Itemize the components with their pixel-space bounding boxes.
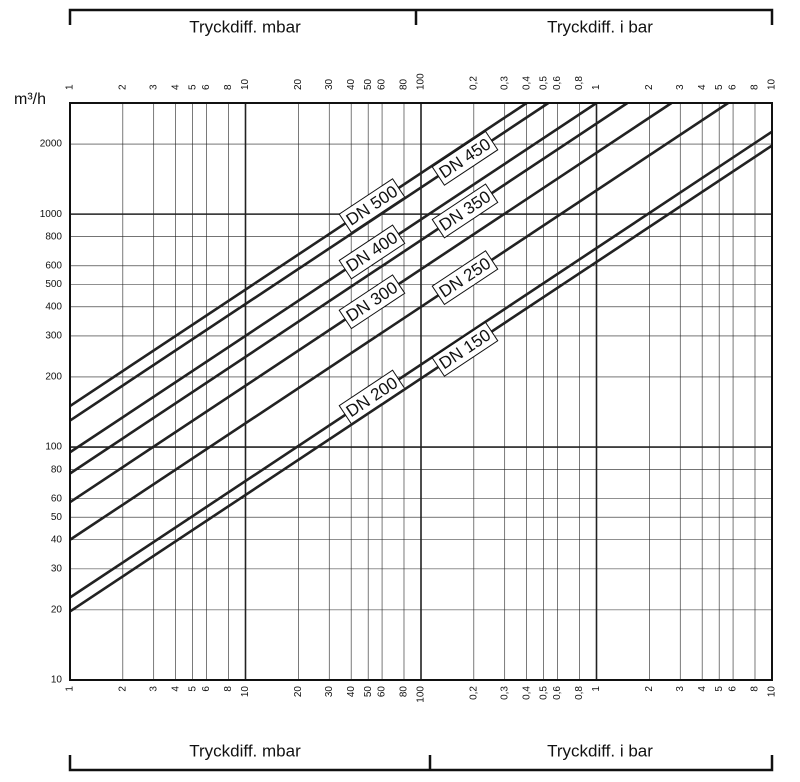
x-tick-label-top: 0,8 <box>574 76 585 90</box>
x-tick-label-bottom: 8 <box>750 686 761 692</box>
x-tick-label-bottom: 6 <box>201 686 212 692</box>
y-tick-label: 20 <box>51 605 63 616</box>
x-tick-label-top: 80 <box>399 78 410 90</box>
x-tick-label-top: 2 <box>117 84 128 90</box>
series-label: DN 350 <box>431 183 499 239</box>
x-tick-label-bottom: 2 <box>644 686 655 692</box>
series-line <box>69 101 629 475</box>
x-tick-label-top: 40 <box>346 78 357 90</box>
x-tick-label-bottom: 0,2 <box>468 686 479 700</box>
x-tick-label-top: 6 <box>201 84 212 90</box>
x-tick-label-bottom: 10 <box>767 686 778 698</box>
label-box <box>431 250 499 306</box>
y-tick-label: 100 <box>45 442 62 453</box>
x-tick-label-bottom: 3 <box>148 686 159 692</box>
label-box <box>431 183 499 239</box>
y-tick-label: 10 <box>51 675 63 686</box>
brackets <box>68 8 774 772</box>
x-tick-label-top: 1 <box>591 84 602 90</box>
y-tick-label: 2000 <box>40 139 63 150</box>
footer-right: Tryckdiff. i bar <box>547 741 653 760</box>
y-tick-label: 200 <box>45 372 62 383</box>
x-tick-label-top: 30 <box>324 78 335 90</box>
y-tick-label: 400 <box>45 301 62 312</box>
x-tick-label-bottom: 0,4 <box>521 686 532 700</box>
y-tick-label: 40 <box>51 534 63 545</box>
x-tick-label-bottom: 5 <box>187 686 198 692</box>
x-tick-label-bottom: 5 <box>714 686 725 692</box>
footer-left: Tryckdiff. mbar <box>189 741 301 760</box>
y-tick-label: 600 <box>45 260 62 271</box>
series-label: DN 300 <box>338 274 406 330</box>
label-box <box>338 274 406 330</box>
x-tick-label-bottom: 0,5 <box>538 686 549 700</box>
grid <box>69 103 773 681</box>
x-tick-label-bottom: 20 <box>293 686 304 698</box>
x-tick-label-bottom: 1 <box>591 686 602 692</box>
x-tick-label-bottom: 1 <box>65 686 76 692</box>
x-tick-label-bottom: 0,3 <box>499 686 510 700</box>
x-tick-label-top: 20 <box>293 78 304 90</box>
y-tick-label: 1000 <box>40 209 63 220</box>
y-axis-label: m³/h <box>14 91 46 108</box>
x-tick-label-bottom: 3 <box>675 686 686 692</box>
x-tick-label-bottom: 6 <box>728 686 739 692</box>
x-tick-label-top: 0,6 <box>552 76 563 90</box>
x-tick-label-top: 8 <box>750 84 761 90</box>
x-tick-label-bottom: 60 <box>377 686 388 698</box>
x-tick-label-top: 50 <box>363 78 374 90</box>
series-label: DN 250 <box>431 250 499 306</box>
x-tick-label-bottom: 100 <box>416 686 427 703</box>
y-tick-label: 60 <box>51 493 63 504</box>
x-tick-label-top: 3 <box>148 84 159 90</box>
header-right: Tryckdiff. i bar <box>547 17 653 36</box>
y-tick-label: 80 <box>51 464 63 475</box>
x-tick-label-top: 0,3 <box>499 76 510 90</box>
x-tick-label-bottom: 80 <box>399 686 410 698</box>
x-tick-label-top: 6 <box>728 84 739 90</box>
x-tick-label-bottom: 40 <box>346 686 357 698</box>
label-box <box>338 224 406 280</box>
y-tick-label: 30 <box>51 564 63 575</box>
label-box <box>431 130 499 186</box>
x-tick-label-top: 0,4 <box>521 76 532 90</box>
x-tick-label-top: 8 <box>223 84 234 90</box>
label-box <box>431 321 499 377</box>
x-tick-label-top: 0,5 <box>538 76 549 90</box>
x-tick-label-top: 4 <box>697 84 708 90</box>
x-tick-label-bottom: 0,6 <box>552 686 563 700</box>
x-tick-label-bottom: 2 <box>117 686 128 692</box>
y-tick-label: 500 <box>45 279 62 290</box>
x-tick-label-bottom: 0,8 <box>574 686 585 700</box>
x-tick-label-bottom: 4 <box>170 686 181 692</box>
x-tick-label-bottom: 50 <box>363 686 374 698</box>
y-tick-label: 50 <box>51 512 63 523</box>
x-tick-label-top: 60 <box>377 78 388 90</box>
x-tick-label-top: 10 <box>240 78 251 90</box>
x-tick-label-top: 5 <box>187 84 198 90</box>
y-tick-label: 300 <box>45 331 62 342</box>
x-tick-label-top: 4 <box>170 84 181 90</box>
x-tick-label-top: 0,2 <box>468 76 479 90</box>
y-tick-label: 800 <box>45 231 62 242</box>
series-line <box>69 144 773 613</box>
x-tick-label-bottom: 10 <box>240 686 251 698</box>
x-tick-label-top: 5 <box>714 84 725 90</box>
plot-frame <box>69 102 773 681</box>
header-left: Tryckdiff. mbar <box>189 17 301 36</box>
x-tick-label-bottom: 30 <box>324 686 335 698</box>
x-tick-label-top: 1 <box>65 84 76 90</box>
series-label: DN 400 <box>338 224 406 280</box>
series-line <box>69 101 528 408</box>
series-line <box>69 101 598 454</box>
x-tick-label-top: 100 <box>416 73 427 90</box>
x-tick-label-top: 2 <box>644 84 655 90</box>
x-tick-label-top: 3 <box>675 84 686 90</box>
x-tick-label-bottom: 4 <box>697 686 708 692</box>
x-tick-label-bottom: 8 <box>223 686 234 692</box>
series-line <box>69 130 773 599</box>
series-line <box>69 101 729 541</box>
x-tick-label-top: 10 <box>767 78 778 90</box>
